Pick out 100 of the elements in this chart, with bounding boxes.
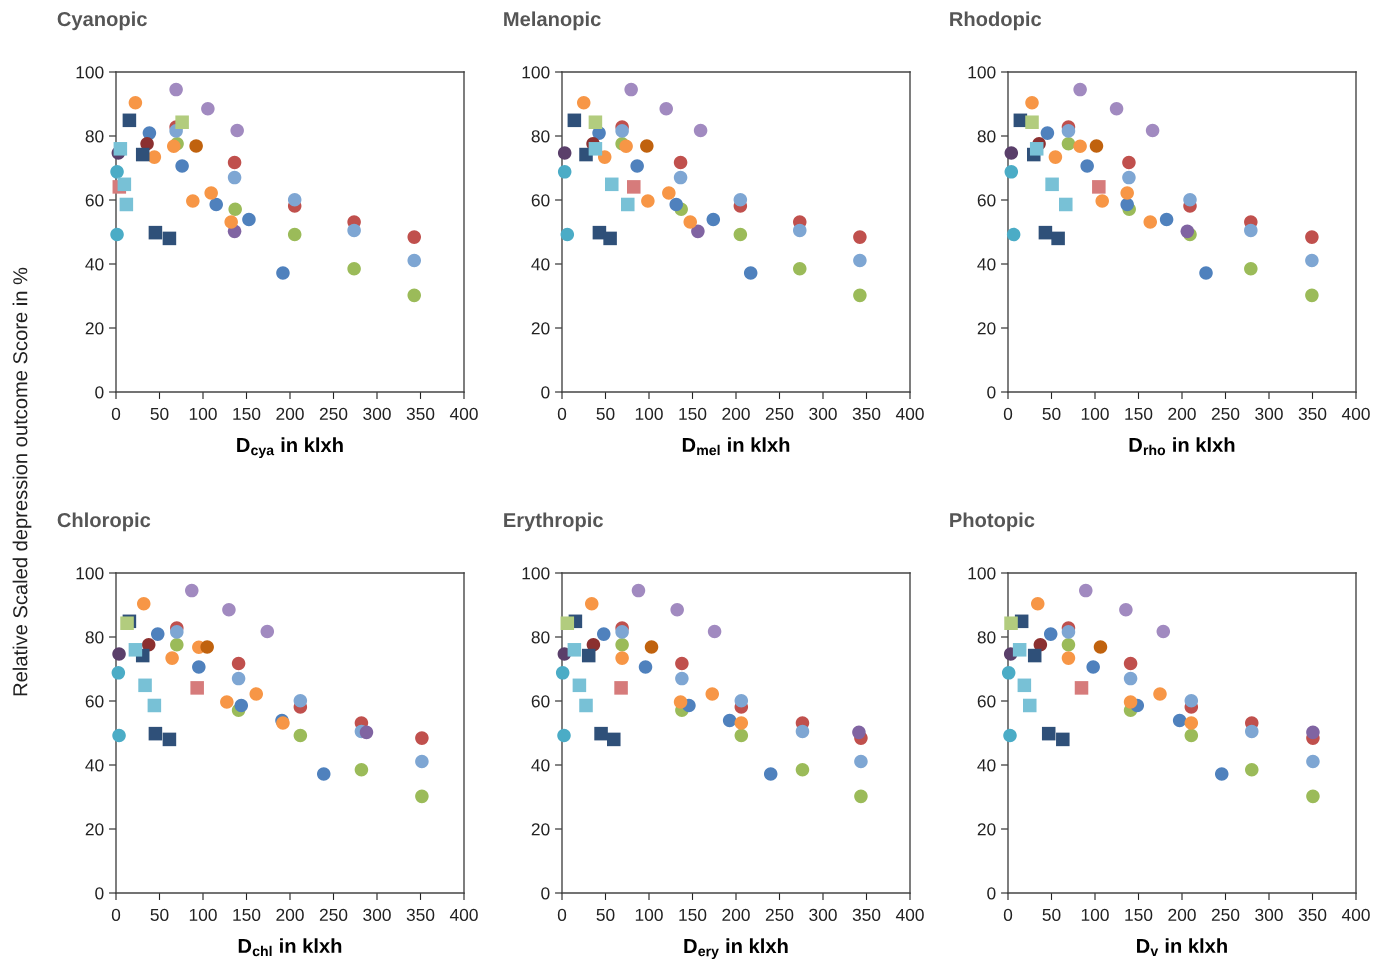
point — [615, 625, 629, 639]
point — [603, 231, 617, 246]
point — [793, 262, 807, 276]
point — [1022, 698, 1037, 713]
point — [1003, 728, 1017, 743]
x-tick-label: 150 — [233, 908, 261, 922]
x-tick-label: 400 — [449, 407, 478, 421]
y-tick-label: 100 — [968, 567, 996, 580]
point — [227, 170, 242, 185]
y-tick-label: 0 — [541, 887, 550, 900]
point — [147, 150, 162, 164]
y-tick-label: 80 — [531, 631, 550, 644]
x-tick-label: 250 — [319, 407, 348, 421]
point — [1153, 687, 1167, 701]
point — [1244, 262, 1258, 276]
point — [1305, 230, 1319, 244]
y-tick-label: 100 — [522, 567, 550, 580]
point — [1048, 150, 1063, 164]
y-tick-label: 40 — [85, 258, 104, 271]
point — [293, 728, 308, 743]
y-tick-label: 0 — [541, 386, 550, 399]
point — [795, 724, 810, 739]
point — [113, 142, 128, 156]
point — [579, 698, 593, 713]
point — [1030, 596, 1045, 611]
point — [675, 656, 689, 671]
point — [110, 227, 124, 242]
point — [1184, 728, 1199, 743]
point — [1061, 625, 1076, 639]
point — [1184, 693, 1199, 708]
point — [287, 227, 302, 242]
point — [795, 763, 810, 777]
point — [230, 123, 244, 138]
point — [231, 671, 246, 686]
point — [1025, 115, 1039, 130]
point — [1120, 186, 1134, 200]
point — [1089, 139, 1104, 153]
x-tick-label: 200 — [722, 407, 750, 421]
point — [733, 227, 748, 242]
x-axis-title: D$_{mel}$ in klxh — [682, 437, 790, 456]
point — [615, 651, 629, 665]
point — [1305, 288, 1319, 303]
point — [1122, 170, 1136, 185]
point — [1123, 656, 1138, 671]
chart-title: Melanopic — [504, 11, 601, 31]
point — [1245, 724, 1259, 739]
point — [588, 115, 603, 130]
point — [1086, 660, 1100, 674]
point — [621, 197, 635, 212]
x-tick-label: 250 — [319, 908, 348, 922]
point — [190, 681, 204, 695]
point — [1183, 192, 1197, 207]
x-tick-label: 0 — [1003, 407, 1013, 421]
x-tick-label: 200 — [276, 908, 304, 922]
x-tick-label: 0 — [111, 407, 121, 421]
point — [1306, 754, 1320, 769]
x-tick-label: 0 — [1003, 908, 1013, 922]
y-tick-label: 80 — [531, 130, 550, 143]
y-tick-label: 80 — [977, 130, 996, 143]
point — [189, 139, 203, 153]
point — [228, 202, 242, 217]
x-tick-label: 200 — [276, 407, 304, 421]
point — [706, 212, 721, 227]
x-tick-label: 400 — [895, 908, 924, 922]
point — [249, 687, 264, 701]
point — [1143, 215, 1158, 229]
point — [673, 695, 688, 709]
point — [1001, 666, 1016, 680]
point — [1306, 789, 1320, 804]
point — [1156, 624, 1171, 639]
point — [1095, 194, 1109, 208]
point — [224, 215, 238, 229]
y-tick-label: 80 — [85, 631, 104, 644]
y-tick-label: 20 — [977, 823, 996, 836]
point — [1214, 767, 1229, 781]
point — [287, 192, 302, 207]
point — [567, 113, 582, 128]
point — [136, 596, 151, 611]
y-tick-label: 40 — [977, 258, 996, 271]
point — [1012, 643, 1027, 657]
y-tick-label: 60 — [531, 194, 550, 207]
point — [1079, 583, 1093, 598]
point — [1061, 136, 1076, 151]
y-tick-label: 0 — [95, 887, 104, 900]
y-tick-label: 100 — [76, 66, 104, 79]
point — [186, 194, 200, 208]
x-tick-label: 200 — [1168, 407, 1196, 421]
point — [1040, 126, 1055, 140]
point — [1006, 227, 1021, 242]
point — [175, 115, 189, 130]
point — [276, 266, 290, 280]
y-tick-label: 60 — [977, 695, 996, 708]
point — [630, 159, 644, 173]
x-tick-label: 0 — [111, 908, 121, 922]
point — [1109, 102, 1124, 116]
chart-title: Rhodopic — [950, 11, 1042, 31]
point — [1004, 165, 1019, 179]
x-tick-label: 400 — [1341, 908, 1370, 922]
point — [707, 624, 722, 639]
y-tick-label: 20 — [85, 823, 104, 836]
